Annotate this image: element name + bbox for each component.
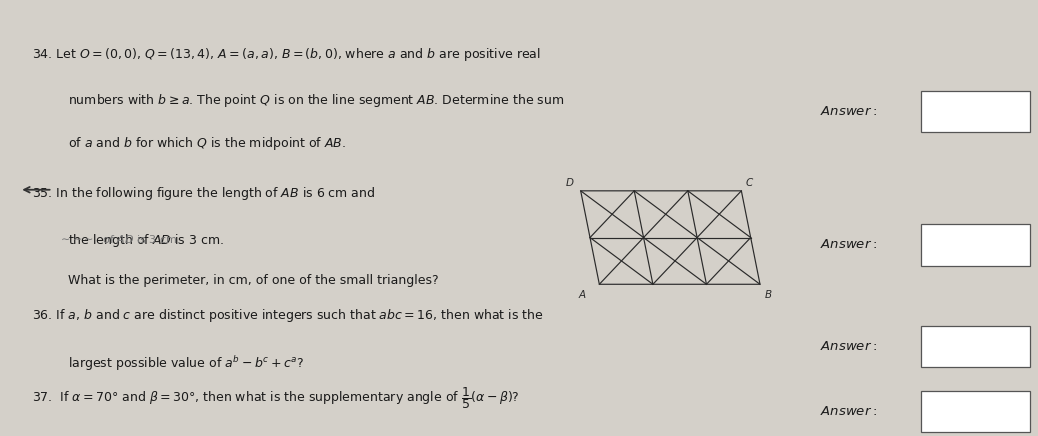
Text: What is the perimeter, in cm, of one of the small triangles?: What is the perimeter, in cm, of one of … — [69, 275, 439, 287]
Text: $D$: $D$ — [565, 176, 574, 188]
FancyBboxPatch shape — [921, 326, 1030, 367]
FancyBboxPatch shape — [921, 91, 1030, 132]
Text: $Answer :$: $Answer :$ — [820, 340, 876, 353]
Text: largest possible value of $a^b - b^c + c^a$?: largest possible value of $a^b - b^c + c… — [69, 354, 304, 373]
Text: $Answer :$: $Answer :$ — [820, 405, 876, 418]
FancyBboxPatch shape — [921, 224, 1030, 266]
Text: 35. In the following figure the length of $AB$ is 6 cm and: 35. In the following figure the length o… — [32, 185, 375, 202]
Text: 34. Let $O=(0, 0)$, $Q=(13, 4)$, $A=(a, a)$, $B=(b, 0)$, where $a$ and $b$ are p: 34. Let $O=(0, 0)$, $Q=(13, 4)$, $A=(a, … — [32, 46, 541, 63]
Text: $\sim\!\sim\!\sim$  of $AD$ is 3 cm.: $\sim\!\sim\!\sim$ of $AD$ is 3 cm. — [58, 233, 181, 245]
Text: $Answer :$: $Answer :$ — [820, 105, 876, 118]
Text: $Answer :$: $Answer :$ — [820, 238, 876, 252]
Text: $A$: $A$ — [578, 288, 586, 300]
FancyBboxPatch shape — [921, 391, 1030, 432]
Text: 36. If $a$, $b$ and $c$ are distinct positive integers such that $abc=16$, then : 36. If $a$, $b$ and $c$ are distinct pos… — [32, 307, 544, 324]
Text: numbers with $b\geq a$. The point $Q$ is on the line segment $AB$. Determine the: numbers with $b\geq a$. The point $Q$ is… — [69, 92, 565, 109]
Text: of $a$ and $b$ for which $Q$ is the midpoint of $AB$.: of $a$ and $b$ for which $Q$ is the midp… — [69, 136, 346, 153]
Text: $B$: $B$ — [764, 288, 772, 300]
Text: $C$: $C$ — [745, 176, 755, 188]
Text: 37.  If $\alpha = 70°$ and $\beta = 30°$, then what is the supplementary angle o: 37. If $\alpha = 70°$ and $\beta = 30°$,… — [32, 385, 519, 411]
Text: the length of $AD$ is 3 cm.: the length of $AD$ is 3 cm. — [69, 232, 224, 249]
